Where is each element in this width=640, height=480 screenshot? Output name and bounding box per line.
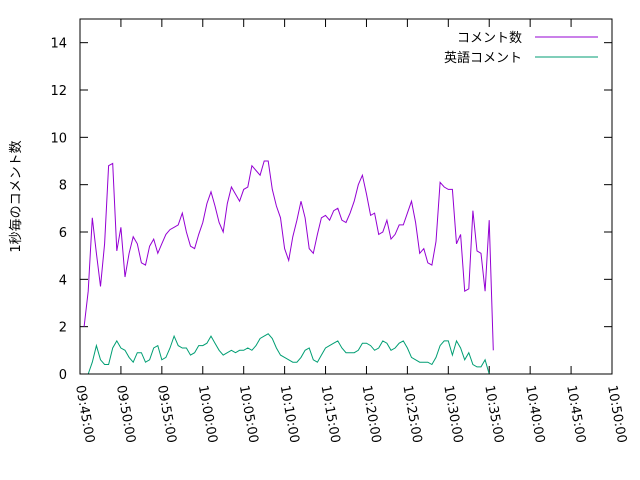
y-tick-label: 4: [59, 273, 67, 288]
y-axis-ticks: 0 2 4 6 8 10 12 14: [50, 37, 612, 383]
x-tick-label: 09:45:00: [72, 384, 97, 444]
x-tick-label: 10:00:00: [195, 384, 220, 444]
y-tick-label: 14: [50, 37, 67, 52]
legend-label-1: 英語コメント: [444, 50, 522, 66]
series-line-0: [83, 160, 494, 351]
x-tick-label: 10:20:00: [359, 384, 384, 444]
x-tick-label: 10:25:00: [399, 384, 424, 444]
series-lines: [83, 160, 494, 375]
x-tick-label: 10:10:00: [277, 384, 302, 444]
x-tick-label: 10:35:00: [481, 384, 506, 444]
x-tick-label: 10:30:00: [440, 384, 465, 444]
y-axis-title: 1秒毎のコメント数: [8, 140, 24, 252]
x-tick-label: 10:40:00: [522, 384, 547, 444]
x-tick-label: 10:15:00: [318, 384, 343, 444]
legend-label-0: コメント数: [457, 31, 522, 46]
y-tick-label: 2: [59, 321, 67, 336]
series-line-1: [87, 333, 490, 375]
y-tick-label: 10: [50, 131, 67, 146]
x-tick-label: 10:50:00: [604, 384, 629, 444]
x-tick-label: 10:05:00: [236, 384, 261, 444]
y-tick-label: 12: [50, 84, 67, 99]
x-axis-ticks: 09:45:00 09:50:00 09:55:00 10:00:00 10:05:00…: [72, 19, 629, 444]
y-tick-label: 6: [59, 226, 67, 241]
x-tick-label: 09:50:00: [113, 384, 138, 444]
x-tick-label: 10:45:00: [563, 384, 588, 444]
x-tick-label: 09:55:00: [154, 384, 179, 444]
y-tick-label: 8: [59, 179, 67, 194]
plot-frame: [79, 18, 613, 375]
y-tick-label: 0: [59, 368, 67, 383]
